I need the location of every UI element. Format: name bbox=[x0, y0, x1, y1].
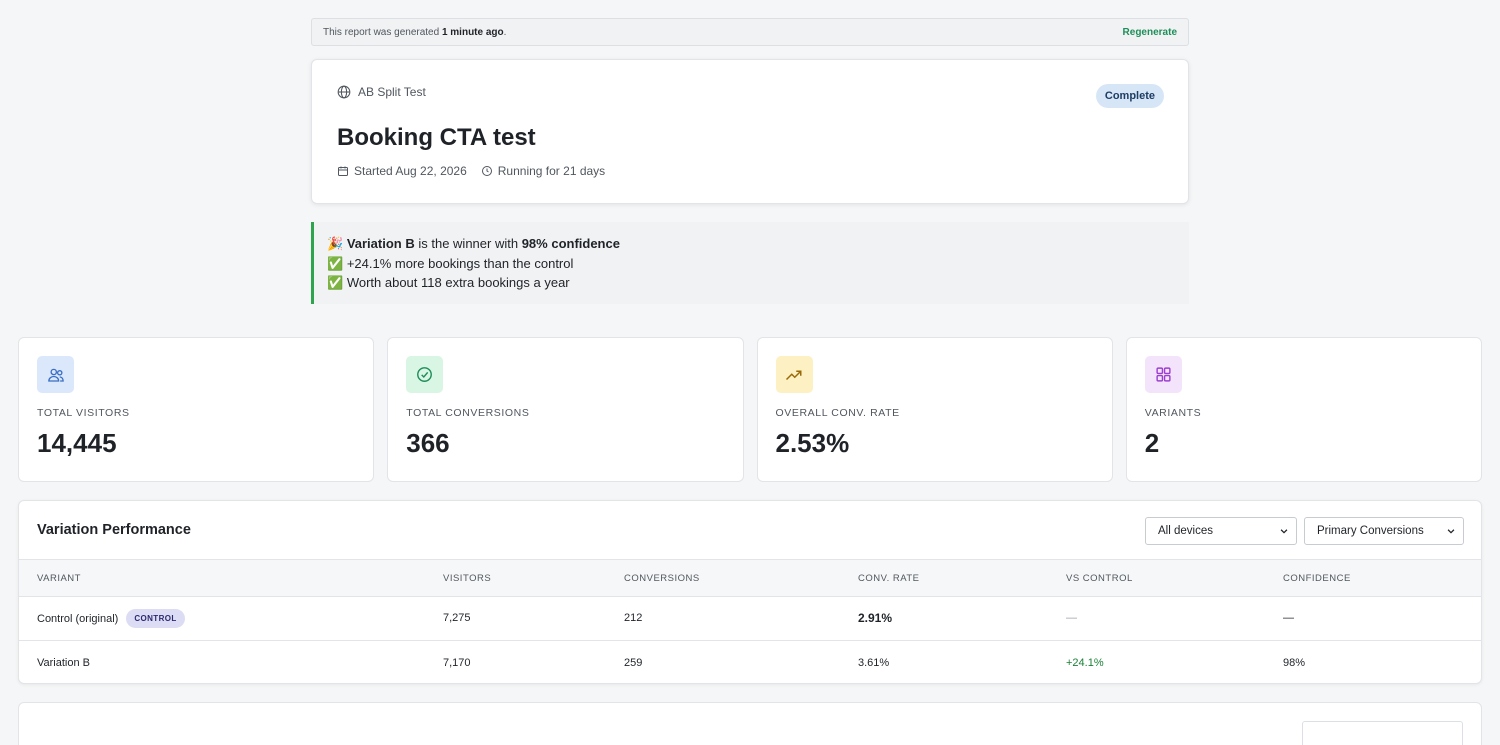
winner-line-1: 🎉 Variation B is the winner with 98% con… bbox=[327, 236, 620, 251]
confidence-cell: 98% bbox=[1283, 657, 1306, 669]
users-icon bbox=[47, 368, 64, 382]
section-title: Variation Performance bbox=[37, 522, 191, 538]
clock-icon bbox=[481, 166, 492, 176]
visitors-cell: 7,275 bbox=[443, 612, 471, 624]
notice-text: This report was generated 1 minute ago. bbox=[323, 26, 507, 38]
variation-performance-card: Variation Performance All devices Primar… bbox=[18, 500, 1482, 684]
stat-total-visitors: TOTAL VISITORS 14,445 bbox=[18, 337, 375, 482]
vs-control-cell: — bbox=[1066, 612, 1077, 624]
report-notice: This report was generated 1 minute ago. … bbox=[311, 18, 1189, 46]
conversions-cell: 259 bbox=[624, 657, 643, 669]
performance-header: Variation Performance All devices Primar… bbox=[19, 501, 1481, 560]
stat-value: 366 bbox=[406, 428, 450, 458]
stat-label: TOTAL VISITORS bbox=[37, 407, 130, 419]
vs-control-cell: +24.1% bbox=[1066, 657, 1104, 669]
device-filter-select[interactable]: All devices bbox=[1145, 517, 1297, 545]
column-header[interactable]: CONFIDENCE bbox=[1283, 573, 1351, 584]
party-icon: 🎉 bbox=[327, 236, 344, 251]
conv-rate-cell: 2.91% bbox=[858, 611, 893, 625]
stat-icon-box bbox=[1144, 356, 1182, 393]
stat-total-conversions: TOTAL CONVERSIONS 366 bbox=[387, 337, 744, 482]
notice-time: 1 minute ago bbox=[441, 26, 504, 38]
stat-value: 2 bbox=[1144, 428, 1160, 458]
column-header[interactable]: CONV. RATE bbox=[858, 573, 920, 584]
table-header: VARIANT VISITORS CONVERSIONS CONV. RATE … bbox=[19, 560, 1481, 597]
stat-value: 2.53% bbox=[775, 428, 850, 458]
winner-line-3: ✅ Worth about 118 extra bookings a year bbox=[327, 275, 570, 290]
trending-up-icon bbox=[785, 370, 802, 380]
stat-icon-box bbox=[406, 356, 444, 393]
table-row[interactable]: Control (original) CONTROL 7,275 212 2.91… bbox=[19, 597, 1481, 641]
check-mark-icon: ✅ bbox=[327, 275, 344, 290]
page-title: Booking CTA test bbox=[337, 124, 536, 151]
stat-label: TOTAL CONVERSIONS bbox=[406, 407, 530, 419]
stat-variants: VARIANTS 2 bbox=[1125, 337, 1482, 482]
test-type-label: AB Split Test bbox=[358, 85, 426, 99]
started-date: Started Aug 22, 2026 bbox=[337, 164, 467, 178]
visitors-cell: 7,170 bbox=[443, 657, 471, 669]
control-badge: CONTROL bbox=[126, 609, 185, 628]
table-row[interactable]: Variation B 7,170 259 3.61% +24.1% 98% bbox=[19, 642, 1481, 686]
stat-icon-box bbox=[775, 356, 813, 393]
chevron-down-icon bbox=[1280, 529, 1288, 534]
column-header[interactable]: VARIANT bbox=[37, 573, 81, 584]
stat-label: VARIANTS bbox=[1144, 407, 1202, 419]
conv-rate-cell: 3.61% bbox=[858, 657, 890, 669]
confidence-cell: — bbox=[1283, 612, 1294, 624]
regenerate-link[interactable]: Regenerate bbox=[1122, 26, 1177, 38]
check-mark-icon: ✅ bbox=[327, 255, 344, 271]
test-summary-card: AB Split Test Complete Booking CTA test … bbox=[311, 59, 1189, 204]
stat-value: 14,445 bbox=[37, 428, 117, 458]
check-circle-icon bbox=[417, 367, 433, 382]
conversions-cell: 212 bbox=[624, 612, 643, 624]
test-meta: Started Aug 22, 2026 Running for 21 days bbox=[337, 164, 605, 178]
winner-line-2: ✅ +24.1% more bookings than the control bbox=[327, 255, 574, 271]
chevron-down-icon bbox=[1447, 529, 1455, 534]
next-section-select[interactable] bbox=[1302, 721, 1463, 745]
globe-icon bbox=[337, 85, 351, 99]
column-header[interactable]: VS CONTROL bbox=[1066, 573, 1133, 584]
next-section-card bbox=[18, 702, 1482, 745]
calendar-icon bbox=[338, 166, 348, 176]
status-badge: Complete bbox=[1095, 84, 1164, 108]
stats-row: TOTAL VISITORS 14,445 TOTAL CONVERSIONS … bbox=[18, 337, 1482, 482]
running-duration: Running for 21 days bbox=[481, 164, 605, 178]
stat-icon-box bbox=[37, 356, 74, 393]
column-header[interactable]: VISITORS bbox=[443, 573, 492, 584]
stat-overall-conv-rate: OVERALL CONV. RATE 2.53% bbox=[756, 337, 1113, 482]
metric-filter-select[interactable]: Primary Conversions bbox=[1304, 517, 1464, 545]
stat-label: OVERALL CONV. RATE bbox=[775, 407, 900, 419]
winner-callout: 🎉 Variation B is the winner with 98% con… bbox=[311, 222, 1189, 304]
test-type: AB Split Test bbox=[337, 85, 426, 99]
grid-icon bbox=[1156, 367, 1171, 382]
variant-name: Variation B bbox=[37, 657, 90, 669]
variant-name: Control (original) CONTROL bbox=[37, 609, 185, 628]
column-header[interactable]: CONVERSIONS bbox=[624, 573, 700, 584]
